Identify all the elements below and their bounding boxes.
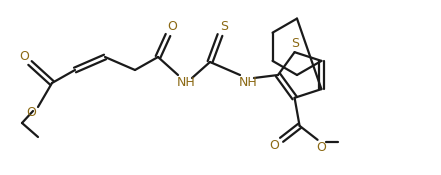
Text: O: O — [19, 51, 29, 64]
Text: S: S — [292, 37, 299, 50]
Text: S: S — [220, 20, 228, 33]
Text: NH: NH — [177, 76, 195, 89]
Text: NH: NH — [239, 76, 258, 89]
Text: O: O — [269, 139, 280, 152]
Text: O: O — [167, 20, 177, 33]
Text: O: O — [317, 141, 326, 154]
Text: O: O — [26, 106, 36, 118]
